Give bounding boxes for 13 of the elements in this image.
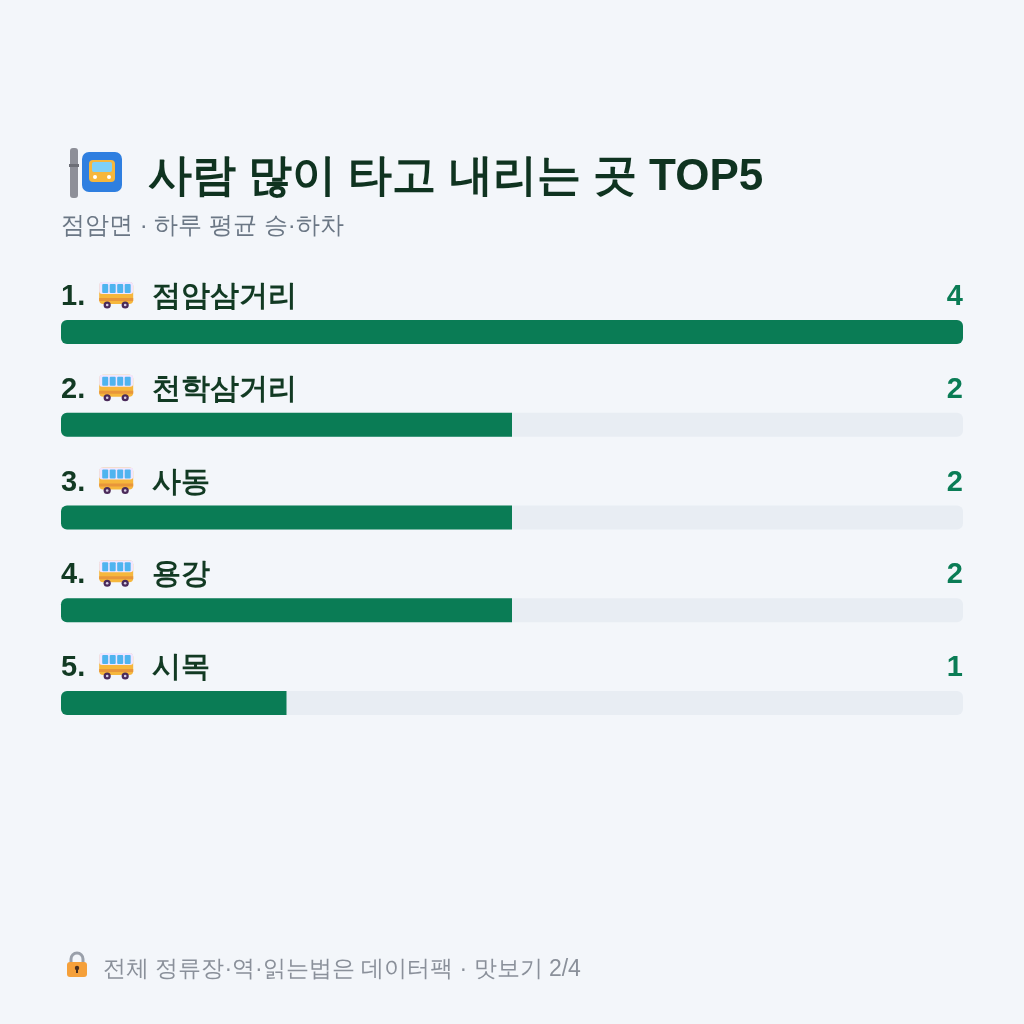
data-label: 2 <box>946 371 963 404</box>
category-label: 2. 천학삼거리 <box>61 371 298 404</box>
data-label: 4 <box>946 279 963 311</box>
data-label: 1 <box>946 650 963 682</box>
category-label: 3. 사동 <box>61 464 211 497</box>
text: 전체 정류장·역·읽는법은 데이터팩 · 맛보기 2/4 <box>103 955 582 981</box>
category-label: 1. 점암삼거리 <box>61 279 298 311</box>
chart-title: 사람 많이 타고 내리는 곳 TOP5 <box>148 150 764 199</box>
category-label: 5. 시목 <box>61 650 211 682</box>
data-label: 2 <box>946 464 963 497</box>
chart-subtitle: 점암면 · 하루 평균 승·하차 <box>61 211 344 238</box>
category-label: 4. 용강 <box>61 557 211 590</box>
data-label: 2 <box>946 557 963 590</box>
